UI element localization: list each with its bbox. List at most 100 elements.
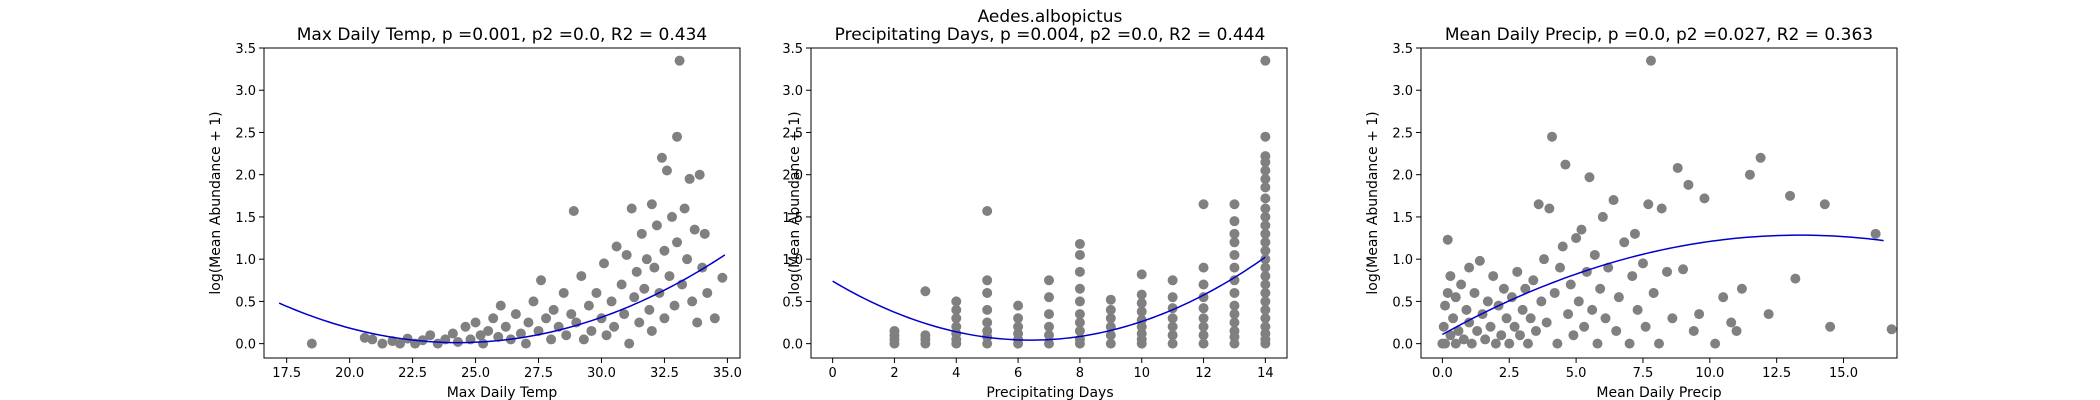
data-point [306,338,317,349]
data-point [488,313,499,324]
data-point [1453,325,1464,336]
data-point [1074,249,1085,260]
data-point [1549,287,1560,298]
data-point [1229,275,1240,286]
data-point [1464,317,1475,328]
y-tick-label: 2.0 [1392,169,1413,184]
data-point [1167,338,1178,349]
data-point [1229,262,1240,273]
x-tick-label: 6 [1014,366,1022,381]
data-point [606,296,617,307]
x-ticks: 0.0 2.5 5.0 7.5 10.0 12.5 15.0 [1432,358,1858,381]
y-tick-label: 2.5 [235,126,256,141]
data-point [1044,321,1054,332]
y-tick-label: 3.0 [782,84,803,99]
data-point [1624,338,1635,349]
data-point [425,330,436,341]
data-point [609,321,620,332]
x-tick-label: 12 [1195,366,1212,381]
data-point [1506,292,1517,303]
x-tick-label: 15.0 [1829,366,1858,381]
data-point [667,211,677,222]
x-tick-label: 7.5 [1633,366,1654,381]
data-point [982,287,993,298]
data-point [1198,330,1209,341]
data-point [1512,266,1523,277]
data-point [1105,294,1116,305]
data-point [1229,249,1240,260]
data-point [669,300,680,311]
plot-frame [263,47,741,359]
data-point [1611,325,1622,336]
y-tick-label: 2.0 [782,169,803,184]
data-point [528,296,539,307]
y-ticks: 0.0 0.5 1.0 1.5 2.0 2.5 3.0 3.5 [235,42,264,353]
x-ticks: 17.5 20.0 22.5 25.0 27.5 30.0 32.5 35.0 [272,358,742,381]
data-point [510,309,521,320]
y-tick-label: 3.5 [235,42,256,57]
data-point [1136,289,1147,300]
data-point [624,338,635,349]
data-point [515,328,526,339]
data-point [1563,309,1574,320]
data-point [661,165,672,176]
data-point [1785,190,1796,201]
data-point [1547,131,1558,142]
x-tick-label: 12.5 [1762,366,1791,381]
data-point [646,199,657,210]
data-point [1136,298,1147,309]
y-tick-label: 1.0 [235,253,256,268]
data-point [1536,296,1547,307]
data-point [1448,313,1459,324]
data-point [1613,292,1624,303]
data-point [1440,338,1451,349]
x-tick-label: 2.5 [1499,366,1520,381]
data-point [1608,195,1619,206]
data-point [951,296,962,307]
data-point [1074,266,1085,277]
data-point [1260,296,1271,307]
data-point [1688,325,1699,336]
data-point [402,333,413,344]
chart-panel-max-daily-temp: Max Daily Temp, p =0.001, p2 =0.0, R2 = … [208,25,742,400]
data-point [1229,199,1240,210]
y-axis-label: log(Mean Abundance + 1) [1365,111,1381,294]
data-point [1044,292,1054,303]
x-tick-label: 0.0 [1432,366,1453,381]
data-point [599,258,609,269]
data-point [1565,279,1576,290]
data-point [982,304,993,315]
data-point [1198,292,1209,303]
data-point [646,325,657,336]
data-point [1694,309,1705,320]
data-point [692,317,703,328]
data-point [1466,338,1477,349]
data-point [1198,313,1209,324]
data-point [1736,283,1747,294]
data-point [1726,317,1737,328]
data-point [1445,271,1456,282]
data-point [1013,313,1024,324]
plot-frame [810,47,1288,359]
data-point [367,334,378,345]
data-point [460,321,471,332]
data-point [1260,131,1271,142]
data-point [478,338,489,349]
data-point [576,271,587,282]
data-point [1260,182,1271,193]
y-tick-label: 1.0 [782,253,803,268]
data-point [664,271,675,282]
data-point [1260,271,1271,282]
data-point [1744,169,1755,180]
data-point [639,283,650,294]
data-point [1260,173,1271,184]
x-tick-label: 17.5 [272,366,301,381]
data-point [1074,296,1085,307]
chart-panel-precipitating-days: Precipitating Days, p =0.004, p2 =0.0, R… [782,25,1288,400]
data-point [1592,338,1603,349]
y-tick-label: 2.0 [235,169,256,184]
data-point [636,228,647,239]
data-point [621,249,632,260]
data-point [1461,304,1472,315]
